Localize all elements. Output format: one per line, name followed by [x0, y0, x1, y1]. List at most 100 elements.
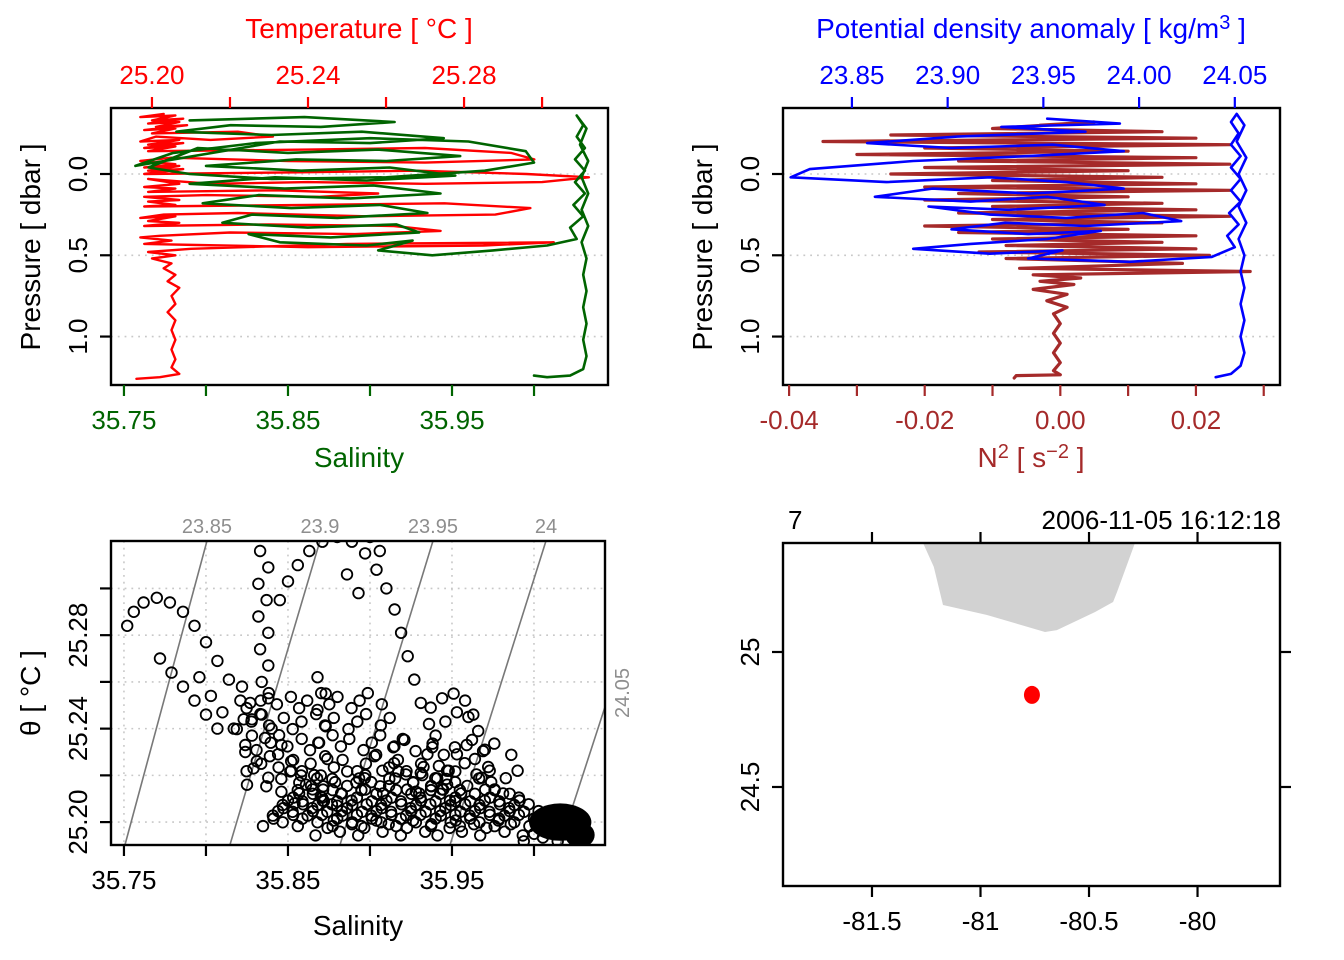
scatter-point	[286, 722, 299, 736]
scatter-point	[239, 738, 252, 752]
scatter-point	[376, 764, 389, 777]
tick-label: 1.0	[735, 318, 765, 354]
tick-label: 25.20	[119, 60, 184, 90]
scatter-point	[351, 715, 364, 728]
tick-label: 0.0	[735, 156, 765, 192]
scatter-point	[400, 821, 414, 835]
scatter-point	[296, 795, 309, 808]
scatter-point	[252, 577, 265, 591]
tick-label: 25.28	[63, 603, 93, 668]
scatter-point	[499, 772, 513, 785]
scatter-point	[532, 820, 545, 833]
scatter-point	[345, 701, 358, 715]
scatter-point	[522, 798, 535, 811]
scatter-point	[382, 818, 395, 831]
scatter-point	[370, 748, 383, 762]
scatter-point	[312, 736, 325, 749]
scatter-point	[256, 819, 270, 833]
scatter-point	[516, 829, 530, 842]
scatter-point	[345, 818, 359, 831]
scatter-point	[240, 778, 254, 791]
scatter-point	[472, 724, 485, 738]
scatter-point	[455, 825, 469, 838]
scatter-point	[188, 619, 201, 633]
scatter-point	[193, 671, 206, 684]
n2-axis-title-pre: N	[977, 442, 997, 473]
scatter-point	[400, 783, 414, 796]
scatter-point	[334, 787, 348, 800]
tick-label: 0.02	[1171, 405, 1222, 435]
tick-label: 24.5	[735, 762, 765, 813]
scatter-point	[311, 671, 324, 684]
scatter-point	[276, 798, 289, 812]
scatter-point	[255, 675, 268, 689]
scatter-point	[358, 772, 371, 785]
scatter-point	[450, 706, 464, 719]
scatter-point	[310, 772, 324, 785]
scatter-point	[239, 745, 252, 759]
scatter-point	[470, 768, 483, 781]
isopycnal-label: 23.9	[300, 516, 339, 538]
scatter-point	[439, 715, 452, 728]
scatter-point	[368, 750, 381, 763]
scatter-point	[266, 809, 280, 822]
scatter-point	[358, 547, 372, 560]
scatter-point	[374, 729, 387, 742]
scatter-point	[163, 596, 177, 609]
scatter-point	[353, 694, 366, 707]
scatter-point	[254, 707, 267, 721]
n2-axis-title-mid: [ s	[1009, 442, 1046, 473]
scatter-point	[483, 805, 496, 819]
scatter-point	[382, 779, 396, 793]
n2-axis-title-end: ]	[1069, 442, 1085, 473]
isopycnal-line	[124, 542, 208, 844]
scatter-point	[260, 780, 273, 793]
scatter-point	[235, 680, 249, 693]
tick-label: 23.85	[819, 60, 884, 90]
station-datetime: 2006-11-05 16:12:18	[1042, 505, 1282, 535]
theta-axis-title: θ [ °C ]	[15, 650, 46, 736]
scatter-point	[327, 711, 341, 725]
scatter-point	[504, 818, 518, 831]
scatter-point	[284, 765, 297, 778]
tick-label: -80.5	[1059, 906, 1118, 936]
tick-label: -0.04	[759, 405, 818, 435]
scatter-point	[262, 719, 276, 732]
scatter-point	[361, 686, 375, 700]
scatter-point	[437, 748, 451, 762]
scatter-point	[476, 744, 490, 758]
scatter-point	[394, 626, 408, 640]
tick-label: -0.02	[895, 405, 954, 435]
tick-label: 35.75	[91, 865, 156, 895]
scatter-point	[293, 776, 306, 789]
scatter-point	[295, 732, 308, 746]
scatter-point	[448, 741, 462, 754]
scatter-point	[376, 787, 390, 800]
scatter-point	[482, 760, 495, 774]
tick-label: 0.00	[1035, 405, 1086, 435]
n2-axis-title-sup1: 2	[998, 441, 1009, 463]
tick-label: 25.24	[275, 60, 340, 90]
scatter-point	[199, 708, 213, 721]
plot-box	[781, 541, 1282, 888]
scatter-point	[408, 673, 421, 686]
panel-density-n2: 23.85 23.90 23.95 24.00 24.05 -0.04 -0.02 0.00 0…	[735, 60, 1282, 435]
isopycnal-label: 23.95	[408, 516, 458, 538]
scatter-point	[409, 744, 422, 758]
scatter-point	[336, 753, 349, 767]
scatter-point	[318, 719, 332, 732]
tick-label: 23.90	[915, 60, 980, 90]
scatter-point	[455, 787, 468, 800]
scatter-point	[245, 715, 258, 728]
tick-label: 0.5	[735, 237, 765, 273]
isopycnal-label: 24.05	[612, 668, 634, 718]
scatter-point	[216, 706, 229, 719]
scatter-point	[399, 768, 413, 781]
scatter-point	[253, 544, 267, 558]
tick-label: 24.05	[1202, 60, 1267, 90]
scatter-point	[292, 701, 306, 715]
plot-box	[109, 106, 610, 387]
scatter-point	[461, 779, 474, 793]
scatter-point	[431, 829, 444, 842]
